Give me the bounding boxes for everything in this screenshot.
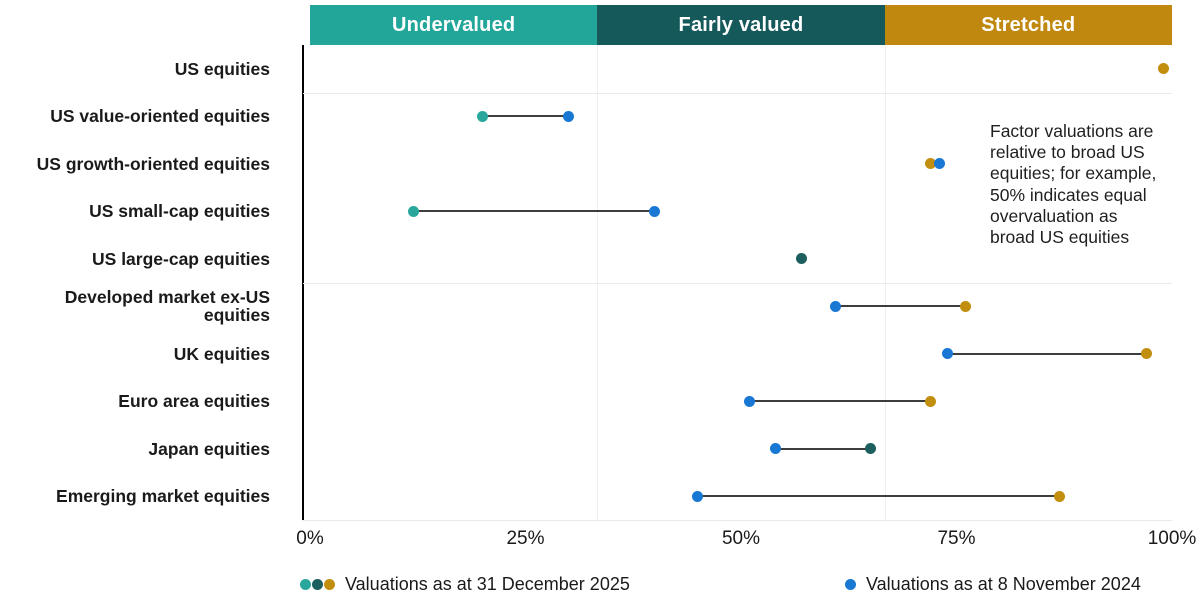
annotation-line: broad US equities xyxy=(990,226,1130,247)
annotation-line: equities; for example, xyxy=(990,163,1157,184)
legend-label: Valuations as at 31 December 2025 xyxy=(345,573,630,594)
dot-nov-2024 xyxy=(769,443,781,455)
dot-dec-2025 xyxy=(925,158,937,170)
group-separator-line xyxy=(303,92,1172,94)
dot-nov-2024 xyxy=(942,348,954,360)
annotation-text: Factor valuations are relative to broad … xyxy=(990,121,1156,248)
x-tick-label: 100% xyxy=(1147,528,1197,549)
zone-band-0: Undervalued xyxy=(310,5,598,45)
category-label: UK equities xyxy=(173,343,270,364)
dot-dec-2025 xyxy=(407,205,419,217)
category-label: Emerging market equities xyxy=(56,486,270,507)
connector-line xyxy=(835,305,966,308)
connector-line xyxy=(749,400,931,403)
legend-label: Valuations as at 8 November 2024 xyxy=(866,573,1141,594)
zone-band-2: Stretched xyxy=(884,5,1172,45)
legend-swatch-dot xyxy=(845,578,856,590)
plot-bottom-line xyxy=(303,520,1172,521)
category-label: US growth-oriented equities xyxy=(36,153,270,174)
legend-swatch-dot xyxy=(312,578,323,590)
dot-nov-2024 xyxy=(563,110,575,122)
connector-line xyxy=(482,115,569,118)
x-tick-label: 75% xyxy=(937,528,976,549)
dot-dec-2025 xyxy=(795,253,807,265)
category-label: Japan equities xyxy=(148,438,270,459)
category-label: Developed market ex-US equities xyxy=(64,286,270,326)
dot-dec-2025 xyxy=(1054,490,1066,502)
category-label: US large-cap equities xyxy=(92,248,270,269)
y-axis-line xyxy=(302,45,304,520)
group-separator-line xyxy=(303,282,1172,284)
dot-nov-2024 xyxy=(744,395,756,407)
category-label: US small-cap equities xyxy=(89,201,270,222)
connector-line xyxy=(775,447,871,450)
dot-dec-2025 xyxy=(959,300,971,312)
dot-dec-2025 xyxy=(476,110,488,122)
annotation-line: overvaluation as xyxy=(990,205,1118,226)
dot-dec-2025 xyxy=(864,443,876,455)
dot-nov-2024 xyxy=(692,490,704,502)
dot-nov-2024 xyxy=(933,158,945,170)
x-tick-label: 50% xyxy=(721,528,761,549)
legend-swatch-dot xyxy=(324,578,335,590)
x-tick-label: 25% xyxy=(506,528,545,549)
x-tick-label: 0% xyxy=(296,528,324,549)
legend-item: Valuations as at 8 November 2024 xyxy=(845,574,1141,594)
legend-item: Valuations as at 31 December 2025 xyxy=(300,574,630,594)
zone-band-1: Fairly valued xyxy=(597,5,885,45)
annotation-line: 50% indicates equal xyxy=(990,184,1147,205)
legend-swatch-dot xyxy=(300,578,311,590)
dot-dec-2025 xyxy=(1157,63,1169,75)
dot-nov-2024 xyxy=(649,205,661,217)
category-label: US equities xyxy=(174,58,270,79)
category-label: Euro area equities xyxy=(118,391,270,412)
dot-dec-2025 xyxy=(1140,348,1152,360)
annotation-line: Factor valuations are xyxy=(990,121,1154,141)
dot-dec-2025 xyxy=(925,395,937,407)
connector-line xyxy=(947,352,1147,355)
connector-line xyxy=(697,495,1060,498)
category-label: US value-oriented equities xyxy=(50,106,270,127)
annotation-line: relative to broad US xyxy=(990,142,1145,163)
dot-nov-2024 xyxy=(830,300,842,312)
connector-line xyxy=(413,210,655,213)
